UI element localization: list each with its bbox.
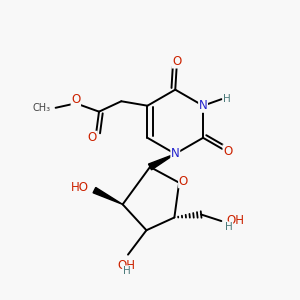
Text: N: N <box>199 99 207 112</box>
Text: O: O <box>179 175 188 188</box>
Text: OH: OH <box>226 214 244 226</box>
Text: OH: OH <box>118 259 136 272</box>
Text: CH₃: CH₃ <box>32 103 50 113</box>
Text: H: H <box>223 94 231 103</box>
Text: H: H <box>123 266 130 276</box>
Text: O: O <box>223 145 232 158</box>
Text: H: H <box>225 222 232 232</box>
Polygon shape <box>93 188 123 204</box>
Text: O: O <box>172 55 182 68</box>
Text: O: O <box>88 131 97 144</box>
Text: N: N <box>171 147 180 161</box>
Polygon shape <box>148 154 175 170</box>
Text: O: O <box>71 93 80 106</box>
Text: HO: HO <box>71 181 89 194</box>
